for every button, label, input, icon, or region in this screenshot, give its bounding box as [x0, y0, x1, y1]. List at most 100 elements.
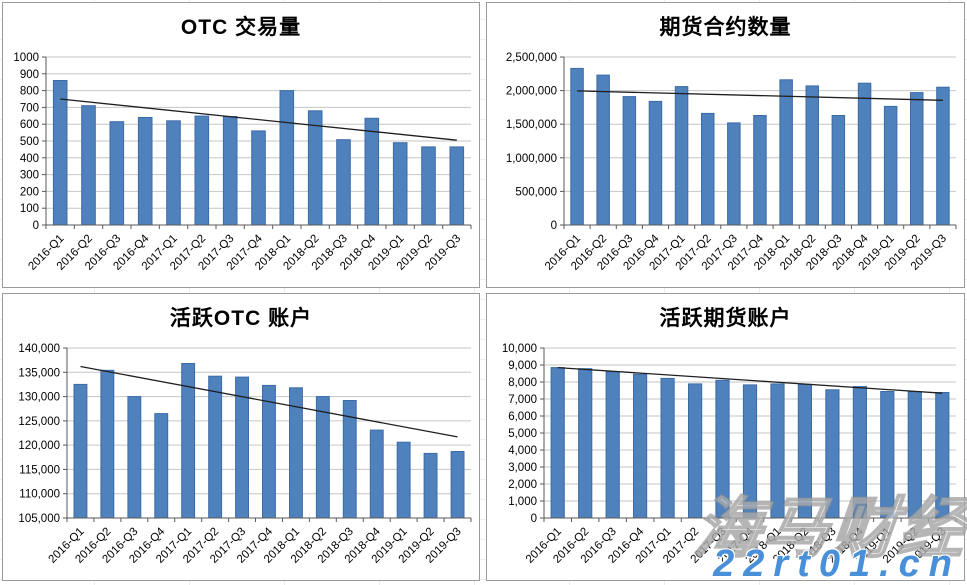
- bar-2019-Q1: [396, 441, 411, 519]
- y-tick-label: 110,000: [19, 489, 60, 501]
- bar-2018-Q4: [369, 429, 384, 519]
- bar-2017-Q1: [660, 377, 675, 519]
- bar-2017-Q4: [262, 384, 276, 519]
- y-tick-label: 4,000: [508, 445, 537, 457]
- bar-2016-Q2: [578, 368, 593, 519]
- bar-2017-Q2: [688, 383, 703, 519]
- y-tick-label: 1,000,000: [506, 153, 557, 165]
- bar-2016-Q3: [622, 96, 637, 226]
- y-tick-label: 130,000: [18, 392, 60, 404]
- y-tick-label: 500,000: [515, 186, 557, 198]
- y-tick-label: 2,000,000: [506, 86, 557, 98]
- bar-2016-Q2: [596, 74, 610, 226]
- y-tick-label: 600: [20, 119, 39, 131]
- y-tick-label: 0: [33, 220, 39, 232]
- chart-panel-active-futures-accounts: 活跃期货账户 0 1,000 2,000 3,000 4,000 5,000 6,000 7,…: [486, 293, 965, 581]
- y-tick-label: 10,000: [502, 343, 537, 355]
- bar-2018-Q3: [831, 115, 846, 226]
- bar-2019-Q2: [910, 92, 924, 226]
- y-tick-label: 200: [20, 186, 39, 198]
- trend-line: [60, 98, 457, 141]
- bar-2017-Q3: [235, 376, 250, 519]
- bar-2017-Q3: [222, 116, 238, 226]
- bar-2017-Q4: [251, 130, 266, 226]
- bar-2019-Q3: [449, 146, 465, 226]
- y-tick-label: 7,000: [508, 394, 537, 406]
- bar-2016-Q4: [137, 117, 153, 226]
- y-tick-label: 140,000: [18, 343, 60, 355]
- bar-2016-Q4: [648, 100, 663, 226]
- bar-2018-Q1: [779, 79, 793, 226]
- trend-line: [577, 90, 943, 101]
- bar-2019-Q1: [880, 391, 895, 519]
- y-tick-label: 100: [20, 203, 39, 215]
- bar-2017-Q2: [194, 115, 210, 226]
- bar-plot-futures-contracts: 0 500,000 1,000,000 1,500,000 2,000,000 2,500…: [506, 52, 957, 273]
- bar-2018-Q4: [857, 82, 872, 226]
- bar-2017-Q1: [674, 86, 689, 226]
- y-tick-label: 125,000: [18, 416, 60, 428]
- bar-2018-Q3: [336, 139, 351, 226]
- y-tick-label: 400: [20, 153, 39, 165]
- bar-2016-Q4: [633, 373, 648, 519]
- bar-plot-active-futures-accounts: 0 1,000 2,000 3,000 4,000 5,000 6,000 7,000 8,00…: [502, 343, 957, 566]
- chart-panel-active-otc-accounts: 活跃OTC 账户 105,000 110,000 115,000 120,000 125…: [2, 293, 480, 581]
- bar-2016-Q3: [109, 121, 125, 226]
- y-tick-label: 0: [551, 220, 557, 232]
- y-tick-label: 135,000: [18, 367, 60, 379]
- bar-2019-Q1: [392, 142, 408, 226]
- bar-2016-Q3: [605, 371, 620, 519]
- y-tick-label: 105,000: [18, 513, 60, 525]
- y-tick-label: 120,000: [18, 440, 60, 452]
- bar-2018-Q2: [805, 85, 819, 226]
- bar-plot-otc-volume: 010020030040050060070080090010002016-Q12…: [13, 52, 472, 273]
- y-tick-label: 115,000: [19, 464, 60, 476]
- bar-2017-Q2: [208, 375, 223, 519]
- bar-2018-Q3: [825, 389, 840, 519]
- bar-2016-Q4: [154, 413, 169, 519]
- bar-2018-Q1: [770, 383, 785, 519]
- bar-2019-Q3: [450, 451, 465, 519]
- y-tick-label: 2,000: [508, 479, 537, 491]
- y-tick-label: 900: [20, 69, 39, 81]
- y-tick-label: 1,000: [508, 496, 537, 508]
- bar-2019-Q2: [423, 452, 438, 519]
- y-tick-label: 6,000: [508, 411, 537, 423]
- bar-2016-Q1: [73, 383, 88, 519]
- bar-2017-Q3: [727, 122, 741, 226]
- bar-2019-Q2: [421, 146, 436, 226]
- bar-2016-Q2: [81, 105, 96, 226]
- bar-2016-Q2: [100, 369, 115, 519]
- chart-panel-futures-contracts: 期货合约数量 0 500,000 1,000,000 1,500,000 2,000,0…: [486, 2, 965, 288]
- bar-2019-Q1: [883, 105, 898, 226]
- y-tick-label: 300: [20, 170, 39, 182]
- bar-2017-Q4: [753, 115, 767, 226]
- y-tick-label: 8,000: [508, 377, 537, 389]
- chart-title-futures-contracts: 期货合约数量: [659, 16, 792, 39]
- y-tick-label: 9,000: [508, 360, 537, 372]
- y-tick-label: 800: [20, 86, 39, 98]
- bar-2016-Q1: [52, 80, 68, 226]
- bar-2017-Q2: [701, 112, 715, 226]
- trend-line: [557, 366, 943, 394]
- bar-2018-Q4: [364, 117, 380, 226]
- y-tick-label: 1,500,000: [506, 119, 557, 131]
- bar-2019-Q2: [907, 391, 922, 519]
- y-tick-label: 0: [531, 513, 537, 525]
- bar-2016-Q3: [127, 396, 142, 519]
- bar-2019-Q3: [936, 86, 950, 226]
- y-tick-label: 5,000: [508, 428, 537, 440]
- trend-line: [80, 365, 458, 438]
- y-tick-label: 1000: [13, 52, 39, 64]
- bar-2017-Q1: [166, 120, 181, 226]
- y-tick-label: 2,500,000: [506, 52, 557, 64]
- bar-2017-Q3: [715, 379, 730, 519]
- bar-plot-active-otc-accounts: 105,000 110,000 115,000 120,000 125,000 130,0…: [18, 343, 472, 566]
- chart-title-active-otc-accounts: 活跃OTC 账户: [169, 307, 313, 330]
- bar-2018-Q2: [797, 383, 812, 519]
- bar-2018-Q2: [315, 396, 330, 519]
- bar-2016-Q1: [550, 367, 565, 519]
- chart-title-active-futures-accounts: 活跃期货账户: [659, 307, 792, 330]
- bar-2017-Q4: [742, 384, 758, 519]
- bar-2018-Q2: [307, 110, 323, 226]
